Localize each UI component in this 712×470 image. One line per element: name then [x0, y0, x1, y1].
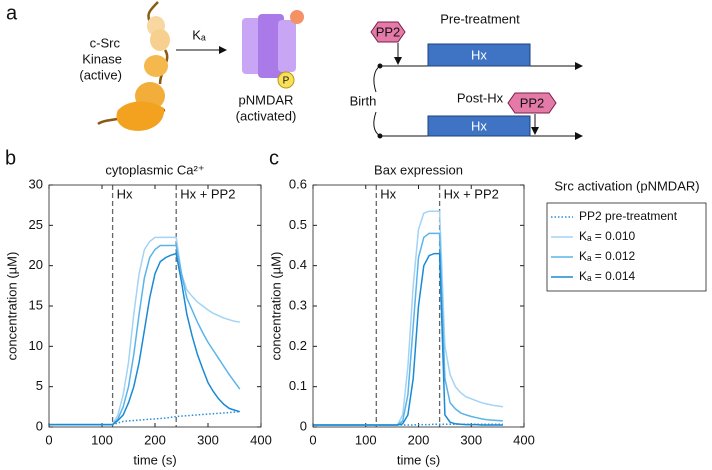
legend-box [546, 202, 707, 292]
y-tick-label: 10 [29, 338, 43, 353]
receptor-label: (activated) [236, 108, 297, 123]
x-tick-label: 100 [355, 432, 377, 447]
x-tick-label: 200 [408, 432, 430, 447]
kinase-icon [97, 1, 170, 131]
event-label: Hx [380, 186, 396, 201]
receptor-icon [242, 10, 304, 89]
x-axis-label: time (s) [133, 452, 176, 467]
y-tick-label: 0.5 [289, 217, 307, 232]
plot-frame [48, 184, 262, 428]
hx-box [427, 115, 531, 137]
y-axis-label: concentration (µM) [4, 252, 19, 361]
event-label: Hx + PP2 [444, 186, 499, 201]
series-line [313, 252, 503, 426]
x-tick-label: 400 [250, 432, 272, 447]
timeline-title: Pre-treatment [440, 11, 520, 26]
legend-label: Kₐ = 0.012 [579, 249, 636, 263]
hx-box [427, 43, 531, 67]
y-axis-label: concentration (µM) [268, 252, 283, 361]
y-tick-label: 15 [29, 297, 43, 312]
timeline-title: Post-Hx [457, 90, 504, 105]
y-tick-label: 0 [300, 418, 307, 433]
panel-label: c [269, 147, 279, 169]
y-tick-label: 0.6 [289, 176, 307, 191]
x-tick-label: 300 [197, 432, 219, 447]
legend-label: Kₐ = 0.010 [579, 229, 636, 243]
y-tick-label: 20 [29, 257, 43, 272]
birth-label: Birth [350, 93, 377, 108]
y-tick-label: 0.1 [289, 378, 307, 393]
x-tick-label: 100 [91, 432, 113, 447]
x-tick-label: 300 [460, 432, 482, 447]
event-label: Hx [117, 186, 133, 201]
hx-label: Hx [471, 118, 487, 133]
y-tick-label: 0.2 [289, 338, 307, 353]
legend-label: PP2 pre-treatment [579, 209, 678, 223]
kinase-label: Kinase [82, 51, 122, 66]
panel-a: a c-Src Kinase (active) Kₐ P pNMDAR (act… [6, 1, 583, 140]
y-tick-label: 5 [36, 378, 43, 393]
receptor-label: pNMDAR [239, 92, 294, 107]
y-tick-label: 0 [36, 418, 43, 433]
plot-frame [312, 184, 525, 428]
drug-hexagon [507, 92, 557, 114]
chart-title: Bax expression [374, 162, 463, 177]
x-tick-label: 400 [513, 432, 535, 447]
x-tick-label: 200 [144, 432, 166, 447]
hx-label: Hx [471, 47, 487, 62]
x-axis-label: time (s) [397, 452, 440, 467]
series-line [49, 252, 241, 426]
series-line [313, 232, 503, 426]
legend-label: Kₐ = 0.014 [579, 269, 636, 283]
y-tick-label: 30 [29, 176, 43, 191]
panel-label: a [6, 2, 18, 24]
x-tick-label: 0 [309, 432, 316, 447]
panel-label: b [5, 147, 16, 169]
kinase-label: c-Src [90, 35, 121, 50]
drug-label: PP2 [520, 95, 545, 110]
kinase-label: (active) [79, 67, 122, 82]
x-tick-label: 0 [45, 432, 52, 447]
series-line [49, 244, 241, 426]
drug-hexagon [370, 21, 406, 43]
y-tick-label: 25 [29, 217, 43, 232]
y-tick-label: 0.3 [289, 297, 307, 312]
phospho-label: P [283, 76, 290, 87]
rate-label: Kₐ [192, 27, 206, 42]
legend-title: Src activation (pNMDAR) [554, 178, 699, 193]
drug-label: PP2 [376, 24, 401, 39]
series-line [49, 410, 240, 426]
chart-title: cytoplasmic Ca²⁺ [105, 162, 204, 177]
y-tick-label: 0.4 [289, 257, 307, 272]
event-label: Hx + PP2 [180, 186, 235, 201]
